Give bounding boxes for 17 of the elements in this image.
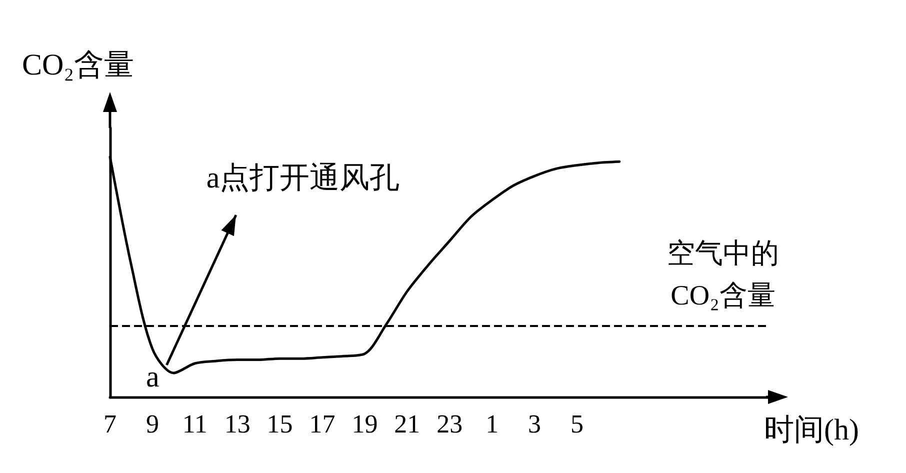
x-tick-label: 21 [394, 410, 420, 438]
y-axis-title: CO₂含量 [22, 48, 134, 82]
x-tick-label: 3 [528, 410, 542, 438]
x-tick-label: 17 [309, 410, 336, 438]
annotation: a [146, 360, 160, 394]
x-tick-label: 23 [436, 410, 463, 438]
ref-line-label: 空气中的CO₂含量 [667, 238, 779, 312]
x-tick-label: 5 [570, 410, 584, 438]
x-tick-label: 15 [266, 410, 293, 438]
x-tick-label: 1 [486, 410, 499, 438]
x-tick-label: 11 [182, 410, 208, 438]
x-tick-label: 19 [352, 410, 378, 438]
x-tick-label: 13 [224, 410, 250, 438]
annotation: a点打开通风孔 [206, 162, 400, 194]
x-tick-label: 9 [146, 410, 159, 438]
x-axis-title: 时间(h) [764, 414, 859, 446]
x-tick-label: 7 [104, 410, 116, 438]
